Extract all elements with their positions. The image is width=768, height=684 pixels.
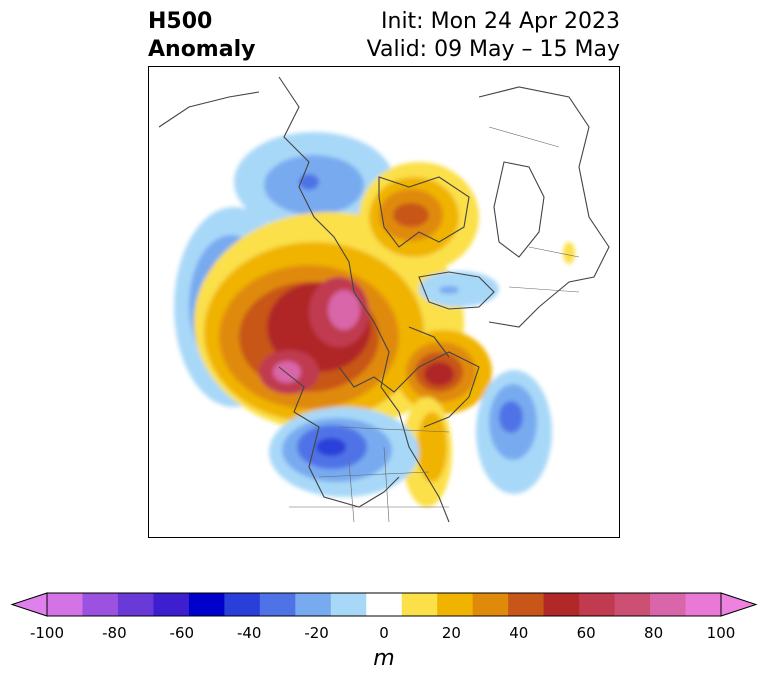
positive-anomaly-east	[417, 412, 447, 482]
colorbar-unit: m	[373, 646, 395, 671]
colorbar-bin	[508, 593, 545, 616]
map-svg	[158, 76, 610, 523]
colorbar-bin	[188, 593, 225, 616]
colorbar-bin	[295, 593, 332, 616]
colorbar-bin	[82, 593, 119, 616]
colorbar-bin	[366, 593, 403, 616]
colorbar-bin	[543, 593, 580, 616]
coastline	[338, 351, 480, 428]
colorbar-bin	[117, 593, 154, 616]
coastline	[478, 86, 610, 328]
colorbar-bin	[153, 593, 190, 616]
subtitle-label: Anomaly	[148, 37, 256, 62]
colorbar-bin	[579, 593, 616, 616]
variable-label: H500	[148, 9, 213, 34]
positive-anomaly-small	[563, 242, 575, 264]
coastline	[158, 91, 260, 128]
positive-anomaly-ridge	[273, 361, 301, 383]
colorbar-tick-label: -60	[169, 624, 195, 642]
colorbar-tick-label: 60	[576, 624, 596, 642]
init-date: Init: Mon 24 Apr 2023	[381, 9, 620, 34]
colorbar-tick-label: 20	[441, 624, 461, 642]
anomaly-map	[148, 66, 620, 538]
border	[289, 426, 450, 523]
colorbar-tick-label: 100	[706, 624, 736, 642]
negative-anomaly-us	[316, 438, 346, 456]
colorbar-bin	[330, 593, 367, 616]
colorbar-tick-label: -20	[304, 624, 329, 642]
chart-title: H500 Anomaly	[148, 8, 255, 64]
colorbar-tick-label: -80	[102, 624, 127, 642]
negative-anomaly-europe	[439, 286, 459, 294]
negative-anomaly-atlantic	[499, 401, 523, 433]
colorbar-tick-label: 80	[644, 624, 664, 642]
coastline	[493, 161, 545, 258]
anomaly-fills	[174, 132, 575, 507]
colorbar-bin	[614, 593, 651, 616]
colorbar-bin	[437, 593, 474, 616]
positive-anomaly-north	[393, 203, 429, 227]
coastline	[278, 76, 450, 523]
colorbar-tick-label: 0	[379, 624, 389, 642]
positive-anomaly-east	[424, 362, 454, 386]
colorbar-extend-min	[10, 592, 48, 617]
date-info: Init: Mon 24 Apr 2023 Valid: 09 May – 15…	[367, 8, 620, 64]
coastlines	[158, 76, 610, 523]
negative-anomaly-north	[299, 174, 319, 190]
colorbar-tick-label: -40	[236, 624, 262, 642]
colorbar-extend-max	[720, 592, 758, 617]
border	[488, 126, 580, 293]
colorbar	[10, 590, 758, 624]
borders	[289, 126, 580, 523]
colorbar-tick-label: -100	[29, 624, 65, 642]
colorbar-bin	[650, 593, 687, 616]
colorbar-bin	[685, 593, 722, 616]
colorbar-svg	[10, 592, 758, 617]
coastline	[278, 366, 400, 508]
colorbar-frame	[46, 592, 722, 617]
coastline	[408, 326, 450, 358]
colorbar-bin	[259, 593, 296, 616]
colorbar-bin	[224, 593, 261, 616]
positive-anomaly-ridge	[328, 290, 360, 330]
colorbar-bin	[472, 593, 509, 616]
colorbar-tick-label: 40	[509, 624, 529, 642]
valid-range: Valid: 09 May – 15 May	[366, 37, 620, 62]
colorbar-bin	[401, 593, 438, 616]
coastline	[418, 271, 495, 310]
negative-anomaly-europe	[419, 271, 499, 307]
coastline	[378, 176, 470, 248]
colorbar-bin	[47, 593, 83, 616]
